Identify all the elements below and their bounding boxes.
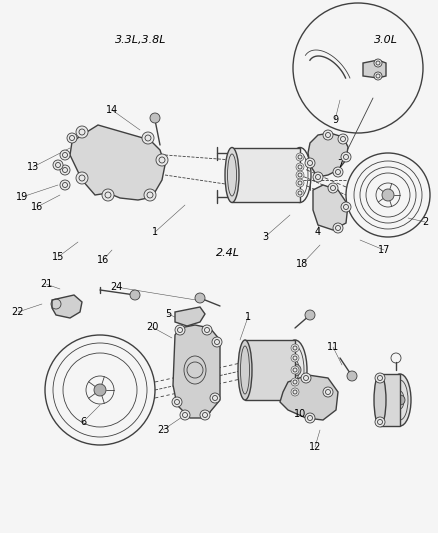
Circle shape bbox=[295, 163, 303, 171]
Text: 16: 16 bbox=[97, 255, 109, 265]
Ellipse shape bbox=[225, 148, 238, 203]
Text: 3: 3 bbox=[261, 232, 268, 242]
Text: 24: 24 bbox=[110, 282, 122, 292]
Circle shape bbox=[144, 189, 155, 201]
Polygon shape bbox=[173, 325, 219, 418]
Circle shape bbox=[76, 172, 88, 184]
Circle shape bbox=[201, 325, 212, 335]
Circle shape bbox=[373, 59, 381, 67]
Polygon shape bbox=[175, 307, 205, 326]
Circle shape bbox=[381, 189, 393, 201]
Circle shape bbox=[322, 130, 332, 140]
Circle shape bbox=[332, 223, 342, 233]
Circle shape bbox=[374, 373, 384, 383]
Polygon shape bbox=[52, 295, 82, 318]
Circle shape bbox=[290, 354, 298, 362]
Circle shape bbox=[76, 126, 88, 138]
Circle shape bbox=[175, 325, 184, 335]
Circle shape bbox=[322, 387, 332, 397]
Text: 3.0L: 3.0L bbox=[374, 35, 397, 45]
Text: 16: 16 bbox=[31, 202, 43, 212]
Circle shape bbox=[295, 171, 303, 179]
Text: 22: 22 bbox=[12, 307, 24, 317]
Circle shape bbox=[150, 113, 159, 123]
Text: 14: 14 bbox=[106, 105, 118, 115]
Circle shape bbox=[340, 202, 350, 212]
Circle shape bbox=[288, 364, 300, 376]
Text: 20: 20 bbox=[145, 322, 158, 332]
Circle shape bbox=[290, 378, 298, 386]
Circle shape bbox=[304, 413, 314, 423]
Polygon shape bbox=[70, 125, 165, 200]
Circle shape bbox=[394, 395, 404, 405]
Circle shape bbox=[327, 183, 337, 193]
Text: 7: 7 bbox=[336, 159, 343, 169]
Circle shape bbox=[53, 160, 63, 170]
Circle shape bbox=[60, 150, 70, 160]
Polygon shape bbox=[307, 133, 347, 177]
Circle shape bbox=[340, 152, 350, 162]
Circle shape bbox=[67, 133, 77, 143]
Circle shape bbox=[155, 154, 168, 166]
Circle shape bbox=[295, 153, 303, 161]
Circle shape bbox=[346, 371, 356, 381]
Text: 4: 4 bbox=[314, 227, 320, 237]
Ellipse shape bbox=[237, 340, 251, 400]
Polygon shape bbox=[279, 375, 337, 420]
Text: 17: 17 bbox=[377, 245, 389, 255]
Text: 1: 1 bbox=[244, 312, 251, 322]
Text: 23: 23 bbox=[156, 425, 169, 435]
Circle shape bbox=[373, 72, 381, 80]
Text: 1: 1 bbox=[152, 227, 158, 237]
Text: 21: 21 bbox=[40, 279, 52, 289]
Text: 2.4L: 2.4L bbox=[216, 248, 240, 258]
Circle shape bbox=[290, 388, 298, 396]
Polygon shape bbox=[231, 148, 299, 202]
Circle shape bbox=[374, 417, 384, 427]
Text: 10: 10 bbox=[293, 409, 305, 419]
Polygon shape bbox=[312, 185, 347, 230]
Circle shape bbox=[200, 410, 209, 420]
Text: 19: 19 bbox=[16, 192, 28, 202]
Ellipse shape bbox=[373, 374, 385, 426]
Text: 2: 2 bbox=[421, 217, 427, 227]
Circle shape bbox=[60, 165, 70, 175]
Text: 12: 12 bbox=[308, 442, 321, 452]
Circle shape bbox=[102, 189, 114, 201]
Text: 6: 6 bbox=[80, 417, 86, 427]
Polygon shape bbox=[379, 374, 399, 426]
Circle shape bbox=[295, 179, 303, 187]
Circle shape bbox=[60, 180, 70, 190]
Circle shape bbox=[94, 384, 106, 396]
Ellipse shape bbox=[283, 340, 306, 400]
Text: 11: 11 bbox=[326, 342, 338, 352]
Polygon shape bbox=[244, 340, 294, 400]
Circle shape bbox=[304, 310, 314, 320]
Text: 15: 15 bbox=[52, 252, 64, 262]
Circle shape bbox=[295, 189, 303, 197]
Circle shape bbox=[300, 373, 310, 383]
Circle shape bbox=[290, 344, 298, 352]
Ellipse shape bbox=[388, 374, 410, 426]
Circle shape bbox=[141, 132, 154, 144]
Polygon shape bbox=[362, 60, 385, 78]
Circle shape bbox=[212, 337, 222, 347]
Text: 9: 9 bbox=[331, 115, 337, 125]
Text: 18: 18 bbox=[295, 259, 307, 269]
Circle shape bbox=[304, 158, 314, 168]
Circle shape bbox=[312, 172, 322, 182]
Circle shape bbox=[290, 366, 298, 374]
Text: 5: 5 bbox=[165, 309, 171, 319]
Circle shape bbox=[337, 134, 347, 144]
Text: 13: 13 bbox=[27, 162, 39, 172]
Circle shape bbox=[130, 290, 140, 300]
Circle shape bbox=[209, 393, 219, 403]
Text: 3.3L,3.8L: 3.3L,3.8L bbox=[114, 35, 166, 45]
Circle shape bbox=[194, 293, 205, 303]
Circle shape bbox=[332, 167, 342, 177]
Circle shape bbox=[180, 410, 190, 420]
Circle shape bbox=[172, 397, 182, 407]
